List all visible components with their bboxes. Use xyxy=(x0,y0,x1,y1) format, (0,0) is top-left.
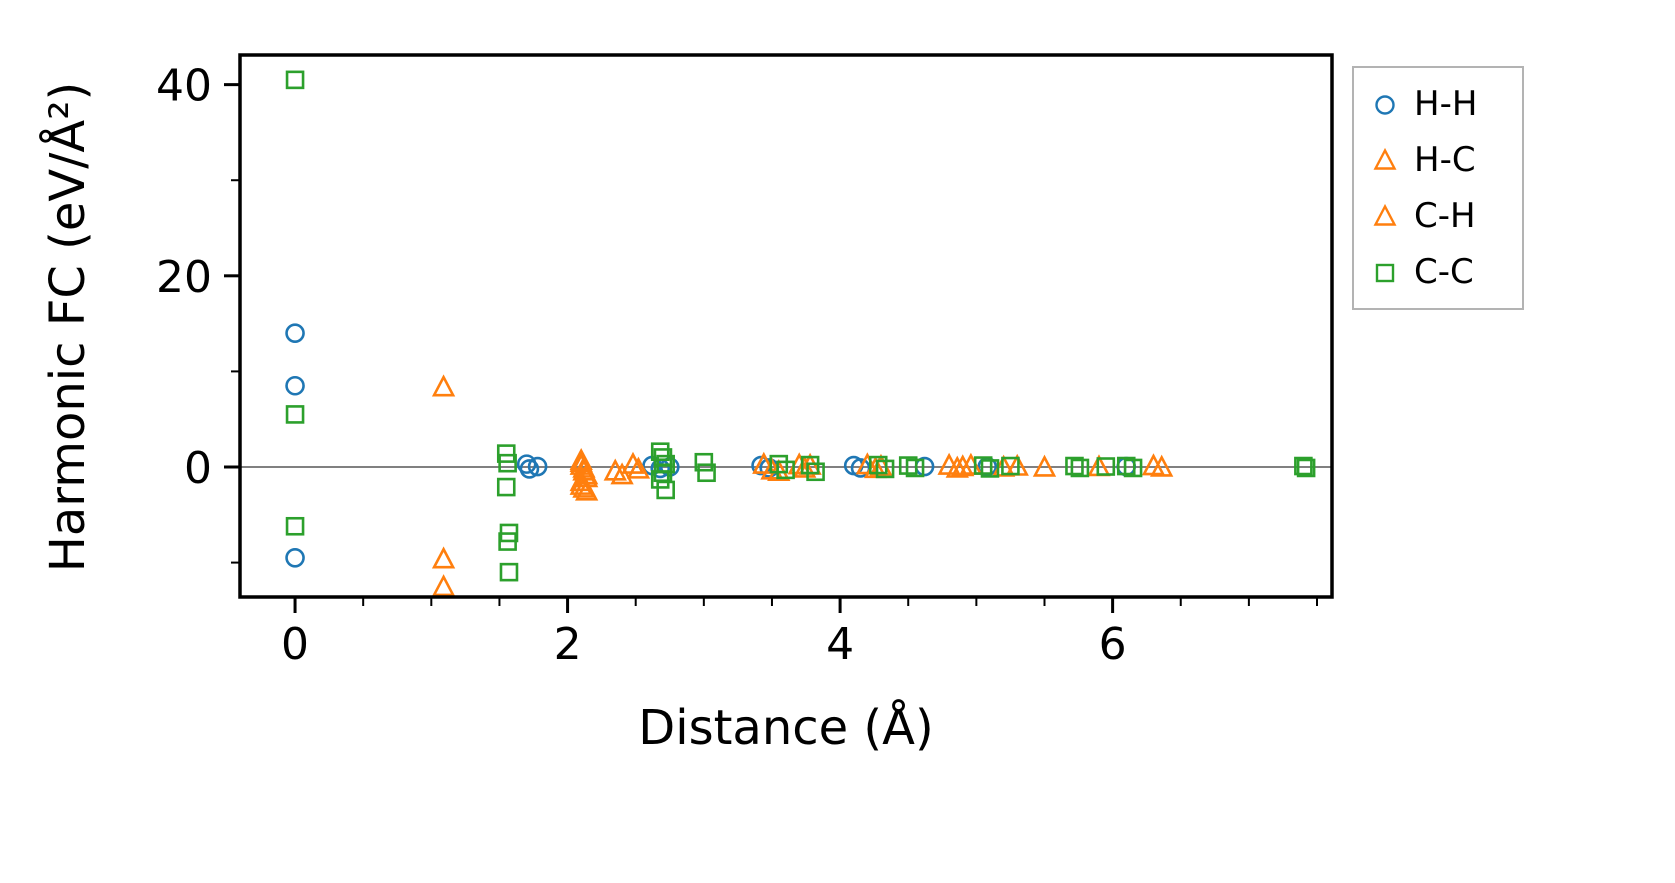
data-point xyxy=(431,374,456,397)
data-point xyxy=(806,462,825,482)
data-point xyxy=(285,323,305,343)
data-point xyxy=(767,458,791,482)
legend-label: C-H xyxy=(1414,196,1476,236)
data-point xyxy=(650,470,670,489)
data-point xyxy=(1375,95,1395,115)
data-point xyxy=(1065,456,1084,476)
triangle-marker-icon xyxy=(1373,147,1397,170)
data-point xyxy=(656,480,675,500)
data-point xyxy=(285,548,305,568)
legend-label: C-C xyxy=(1414,252,1474,292)
data-point xyxy=(1373,147,1397,170)
data-point xyxy=(574,478,599,501)
data-point xyxy=(621,451,645,474)
data-point xyxy=(1032,454,1057,477)
data-point xyxy=(626,456,651,479)
y-tick-label: 0 xyxy=(184,443,212,494)
data-point xyxy=(431,574,456,597)
legend-item-H-H: H-H xyxy=(1370,84,1508,124)
data-point xyxy=(1070,458,1090,478)
data-point xyxy=(905,458,925,478)
data-point xyxy=(498,532,517,551)
data-point xyxy=(1001,456,1020,476)
data-point xyxy=(285,516,305,536)
data-point xyxy=(496,444,516,463)
x-tick-label: 4 xyxy=(826,619,854,670)
data-point xyxy=(697,463,716,483)
data-point xyxy=(776,460,795,480)
x-tick-label: 0 xyxy=(281,619,309,670)
data-point xyxy=(1375,263,1395,283)
data-point xyxy=(610,462,634,485)
data-point xyxy=(800,455,820,475)
triangle-marker-icon xyxy=(1373,203,1397,226)
x-tick-label: 2 xyxy=(554,619,582,670)
data-point xyxy=(1150,454,1174,477)
data-point xyxy=(793,455,817,478)
legend-item-C-C: C-C xyxy=(1370,252,1508,292)
data-point xyxy=(1294,456,1313,476)
data-point xyxy=(1096,457,1116,476)
y-tick-label: 20 xyxy=(156,252,212,303)
x-axis-label: Distance (Å) xyxy=(638,700,934,756)
legend: H-H H-C C-H C-C xyxy=(1352,66,1524,310)
data-point xyxy=(285,70,305,90)
legend-label: H-H xyxy=(1414,84,1478,124)
data-point xyxy=(527,456,548,477)
data-point xyxy=(496,477,516,497)
data-point xyxy=(1296,458,1316,478)
series-H-C xyxy=(431,374,1166,498)
data-point xyxy=(519,459,540,479)
data-point xyxy=(499,562,519,582)
x-tick-label: 6 xyxy=(1099,619,1127,670)
y-axis-label: Harmonic FC (eV/Å²) xyxy=(40,81,96,573)
data-point xyxy=(285,405,305,424)
plot-frame xyxy=(238,53,1334,599)
y-tick-label: 40 xyxy=(156,61,212,112)
data-point xyxy=(752,451,776,474)
data-point xyxy=(1123,458,1143,478)
data-point xyxy=(1373,203,1397,226)
circle-marker-icon xyxy=(1375,95,1395,115)
series-H-H xyxy=(285,323,1137,568)
axis-ticks: 0 2 4 6 0 20 40 xyxy=(156,61,1319,670)
data-point xyxy=(980,459,1000,478)
series-C-C xyxy=(285,70,1316,582)
data-point xyxy=(694,452,714,472)
data-point xyxy=(285,375,305,396)
square-marker-icon xyxy=(1375,263,1395,283)
legend-label: H-C xyxy=(1414,140,1476,180)
data-point xyxy=(951,454,975,477)
data-point xyxy=(875,459,895,479)
data-point xyxy=(650,442,670,462)
data-point xyxy=(945,455,969,478)
data-point xyxy=(431,546,456,569)
legend-item-C-H: C-H xyxy=(1370,196,1508,236)
legend-item-H-C: H-C xyxy=(1370,140,1508,180)
data-point xyxy=(498,453,517,473)
